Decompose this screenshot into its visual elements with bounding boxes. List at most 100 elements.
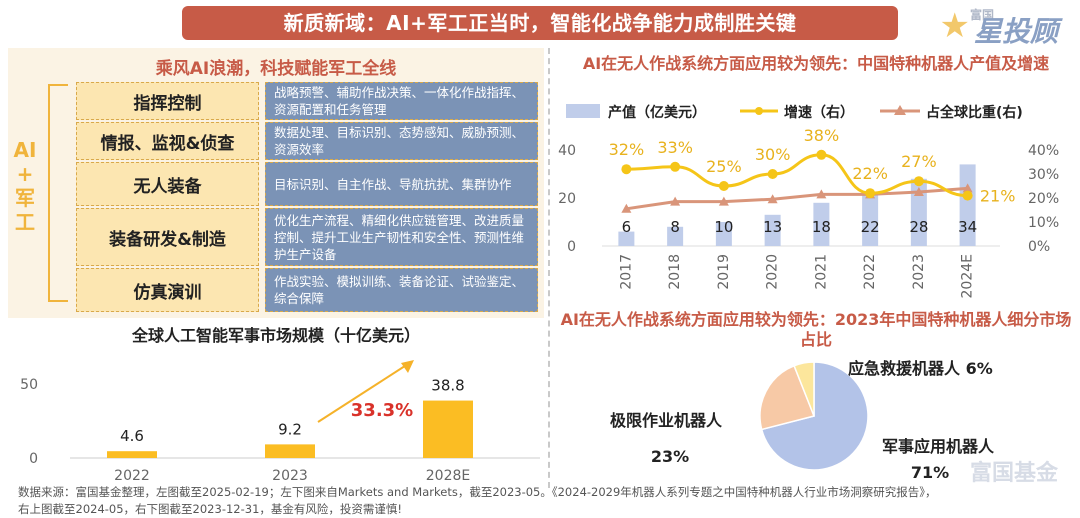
x-tick-label: 2021 bbox=[813, 254, 829, 290]
footer-notes: 数据来源：富国基金整理，左图截至2025-02-19；左下图来自Markets … bbox=[18, 484, 1068, 518]
growth-label: 32% bbox=[609, 140, 645, 159]
share-line bbox=[626, 186, 968, 211]
bar-value-label: 10 bbox=[714, 218, 733, 236]
brand-small: 富国 bbox=[969, 8, 994, 22]
pie-slice bbox=[793, 361, 815, 417]
legend-share-marker bbox=[894, 105, 906, 115]
x-tick-label: 2022 bbox=[862, 254, 878, 290]
growth-point bbox=[962, 190, 973, 201]
x-tick-label: 2023 bbox=[911, 254, 927, 290]
bar-2023 bbox=[265, 444, 315, 458]
brand-big: 星投顾 bbox=[973, 15, 1058, 48]
y-tick-label: 50 bbox=[20, 377, 38, 393]
side-label-jun: 军 bbox=[15, 186, 35, 210]
y-right-tick: 10% bbox=[1028, 215, 1059, 231]
y-right-tick: 30% bbox=[1028, 167, 1059, 183]
slice-label-extreme: 极限作业机器人 bbox=[610, 411, 723, 430]
slice-label-military: 军事应用机器人 bbox=[882, 437, 995, 456]
bar-value-label: 13 bbox=[763, 218, 782, 236]
y-right-tick: 20% bbox=[1028, 191, 1059, 207]
divider bbox=[548, 48, 550, 488]
desc-command: 战略预警、辅助作战决策、一体化作战指挥、资源配置和任务管理 bbox=[265, 82, 538, 120]
bar-value-label: 22 bbox=[861, 218, 880, 236]
slice-value-extreme: 23% bbox=[651, 447, 689, 466]
growth-label: 30% bbox=[755, 145, 791, 164]
watermark: 富国基金 bbox=[969, 461, 1058, 486]
x-tick-label: 2022 bbox=[114, 468, 150, 484]
growth-label: 33% bbox=[657, 138, 693, 157]
share-point bbox=[767, 194, 778, 204]
bar-2022 bbox=[107, 451, 157, 458]
desc-isr: 数据处理、目标识别、态势感知、威胁预测、资源效率 bbox=[265, 122, 538, 160]
growth-rate-annotation: 33.3% bbox=[351, 400, 413, 421]
pie-slice bbox=[759, 364, 816, 431]
growth-point bbox=[767, 169, 778, 179]
desc-simulation: 作战实验、模拟训练、装备论证、试验鉴定、综合保障 bbox=[265, 268, 538, 312]
ai-bracket bbox=[48, 84, 68, 302]
category-simulation: 仿真演训 bbox=[76, 268, 259, 312]
side-label-gong: 工 bbox=[15, 210, 35, 234]
market-chart-title: 全球人工智能军事市场规模（十亿美元） bbox=[131, 326, 420, 345]
legend-bar-label: 产值（亿美元） bbox=[608, 104, 706, 121]
footer-line-1: 数据来源：富国基金整理，左图截至2025-02-19；左下图来自Markets … bbox=[18, 485, 937, 499]
growth-label: 22% bbox=[852, 164, 888, 183]
growth-arrow-head bbox=[401, 360, 414, 373]
bar-value-label: 18 bbox=[812, 218, 831, 236]
y-right-tick: 0% bbox=[1028, 239, 1050, 255]
x-tick-label: 2020 bbox=[765, 254, 781, 290]
bar-value-label: 28 bbox=[909, 218, 928, 236]
share-point bbox=[816, 189, 827, 199]
ai-side-label: AI + 军 工 bbox=[8, 138, 42, 234]
bar-value-label: 6 bbox=[622, 218, 632, 236]
bar-2022 bbox=[862, 193, 879, 246]
x-tick-label: 2017 bbox=[618, 254, 634, 290]
growth-point bbox=[865, 188, 876, 199]
growth-point bbox=[718, 181, 729, 191]
growth-point bbox=[913, 176, 924, 187]
slice-value-military: 71% bbox=[911, 463, 949, 482]
legend-growth-label: 增速（右） bbox=[784, 104, 854, 121]
category-unmanned: 无人装备 bbox=[76, 162, 259, 206]
share-point bbox=[621, 203, 632, 213]
robot-output-chart-title: AI在无人作战系统方面应用较为领先：中国特种机器人产值及增速 bbox=[582, 54, 1050, 73]
bar-value-label: 38.8 bbox=[431, 377, 464, 395]
bar-2024E bbox=[959, 164, 976, 246]
bar-2017 bbox=[618, 231, 635, 246]
x-tick-label: 2024E bbox=[960, 254, 976, 298]
side-label-plus: + bbox=[16, 162, 34, 186]
brand-logo: ★ 富国 星投顾 bbox=[936, 6, 1066, 48]
x-tick-label: 2018 bbox=[667, 254, 683, 290]
share-point bbox=[718, 196, 729, 206]
robot-output-chart: 产值（亿美元） 增速（右） 占全球比重(右) 0 20 40 0% 10% 20% 30% 40% 6… bbox=[558, 104, 1059, 298]
growth-label: 38% bbox=[804, 126, 840, 145]
bar-value-label: 4.6 bbox=[120, 427, 144, 445]
legend-share-label: 占全球比重(右) bbox=[926, 104, 1023, 121]
desc-unmanned: 目标识别、自主作战、导航抗扰、集群协作 bbox=[265, 162, 538, 206]
bar-2020 bbox=[764, 214, 781, 246]
growth-label: 27% bbox=[901, 152, 937, 171]
growth-arrow-line bbox=[317, 363, 409, 423]
panel-title: 乘风AI浪潮，科技赋能军工全线 bbox=[155, 59, 397, 79]
bar-value-label: 9.2 bbox=[278, 420, 302, 438]
y-left-tick: 20 bbox=[558, 191, 576, 207]
desc-rnd: 优化生产流程、精细化供应链管理、改进质量控制、提升工业生产韧性和安全性、预测性维… bbox=[265, 208, 538, 266]
legend-bar-swatch bbox=[566, 104, 600, 118]
share-point bbox=[913, 187, 924, 196]
x-tick-label: 2023 bbox=[272, 468, 308, 484]
y-tick-label: 0 bbox=[29, 451, 38, 467]
pie-chart-title: AI在无人作战系统方面应用较为领先：2023年中国特种机器人细分市场占比 bbox=[560, 310, 1072, 349]
bar-value-label: 8 bbox=[670, 218, 680, 236]
slice-label-rescue: 应急救援机器人 6% bbox=[848, 359, 993, 378]
x-tick-label: 2019 bbox=[716, 254, 732, 290]
star-icon: ★ bbox=[939, 6, 970, 46]
bar-2021 bbox=[813, 202, 830, 246]
growth-label: 25% bbox=[706, 157, 742, 176]
growth-line bbox=[626, 153, 968, 198]
pie-slice bbox=[760, 361, 869, 471]
bar-value-label: 34 bbox=[958, 218, 977, 236]
y-left-tick: 0 bbox=[567, 239, 576, 255]
page-title: 新质新域：AI+军工正当时，智能化战争能力成制胜关键 bbox=[182, 6, 898, 40]
growth-point bbox=[621, 164, 632, 175]
category-isr: 情报、监视&侦查 bbox=[76, 122, 259, 160]
robot-segment-pie: 军事应用机器人 71% 极限作业机器人 23% 应急救援机器人 6% bbox=[610, 359, 995, 482]
